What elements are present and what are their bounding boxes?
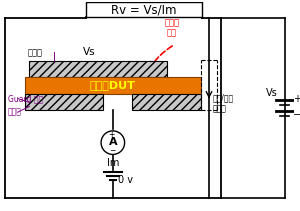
Text: 被测件DUT: 被测件DUT bbox=[90, 80, 136, 90]
Text: 表面/侧面
漏电流: 表面/侧面 漏电流 bbox=[213, 94, 234, 113]
Text: 体电阶
电流: 体电阶 电流 bbox=[164, 18, 179, 38]
Text: −: − bbox=[293, 110, 300, 120]
Text: +: + bbox=[109, 130, 115, 139]
Bar bbox=[29, 61, 167, 77]
Text: +: + bbox=[293, 94, 300, 104]
Text: 主电板: 主电板 bbox=[8, 108, 22, 117]
Text: Vs: Vs bbox=[266, 88, 278, 98]
Bar bbox=[133, 94, 201, 110]
Text: 0 v: 0 v bbox=[118, 175, 133, 185]
Text: Vs: Vs bbox=[83, 47, 96, 57]
Text: A: A bbox=[109, 137, 117, 147]
Text: Rv = Vs/Im: Rv = Vs/Im bbox=[112, 3, 177, 16]
Circle shape bbox=[101, 131, 124, 154]
Bar bbox=[86, 2, 202, 17]
Text: −: − bbox=[109, 146, 115, 155]
Text: 上电板: 上电板 bbox=[28, 48, 43, 57]
Text: Guard 电板: Guard 电板 bbox=[8, 94, 43, 103]
Bar bbox=[25, 77, 201, 94]
Text: Im: Im bbox=[107, 158, 119, 168]
Bar bbox=[25, 94, 103, 110]
